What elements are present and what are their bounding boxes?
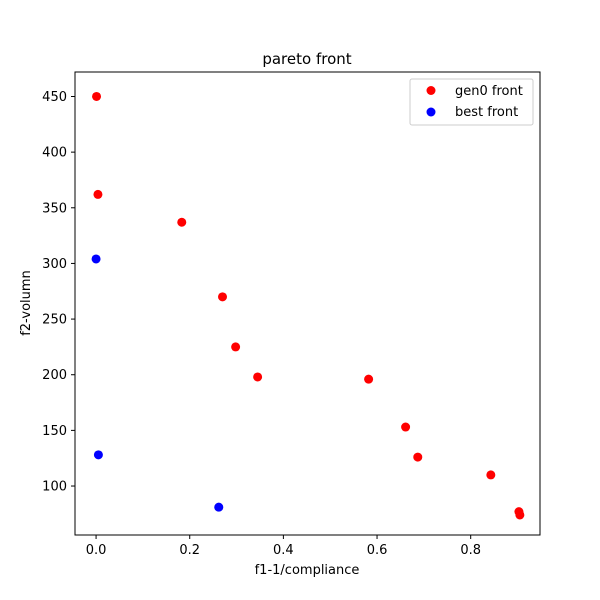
- y-tick-label: 100: [42, 480, 67, 495]
- data-points: [91, 91, 525, 520]
- data-point-best-front: [93, 450, 103, 460]
- plot-frame: [74, 71, 541, 536]
- data-point-gen0-front: [92, 91, 102, 101]
- y-tick-label: 250: [42, 313, 67, 328]
- data-point-gen0-front: [253, 372, 263, 382]
- x-axis-label: f1-1/compliance: [255, 563, 360, 578]
- y-axis: 100 150 200 250 300 350 400 450: [42, 90, 75, 495]
- legend-marker-gen0-front: [426, 86, 436, 95]
- plot-area: [74, 71, 541, 536]
- x-tick-label: 0.2: [179, 543, 200, 558]
- data-point-best-front: [91, 254, 101, 264]
- x-tick-label: 0.0: [86, 543, 107, 558]
- data-point-gen0-front: [177, 217, 187, 227]
- legend-label-best-front: best front: [455, 105, 518, 120]
- data-point-gen0-front: [413, 452, 423, 462]
- data-point-gen0-front: [93, 189, 103, 199]
- y-tick-label: 400: [42, 146, 67, 161]
- data-point-gen0-front: [401, 422, 411, 432]
- legend: gen0 front best front: [409, 78, 534, 126]
- data-point-best-front: [214, 502, 224, 512]
- x-tick-label: 0.6: [367, 543, 388, 558]
- legend-box: [409, 78, 534, 126]
- y-tick-label: 300: [42, 257, 67, 272]
- x-tick-label: 0.8: [460, 543, 481, 558]
- x-tick-label: 0.4: [273, 543, 294, 558]
- chart-title: pareto front: [262, 50, 351, 68]
- data-point-gen0-front: [515, 510, 525, 520]
- legend-marker-best-front: [426, 107, 436, 117]
- y-tick-label: 350: [42, 201, 67, 216]
- x-axis: 0.0 0.2 0.4 0.6 0.8: [86, 535, 481, 558]
- data-point-gen0-front: [218, 292, 228, 302]
- y-tick-label: 150: [42, 424, 67, 439]
- data-point-gen0-front: [364, 374, 374, 384]
- data-point-gen0-front: [486, 470, 496, 480]
- y-tick-label: 200: [42, 368, 67, 383]
- data-point-gen0-front: [231, 342, 241, 352]
- y-tick-label: 450: [42, 90, 67, 105]
- legend-label-gen0-front: gen0 front: [455, 84, 523, 99]
- y-axis-label: f2-volumn: [19, 270, 34, 336]
